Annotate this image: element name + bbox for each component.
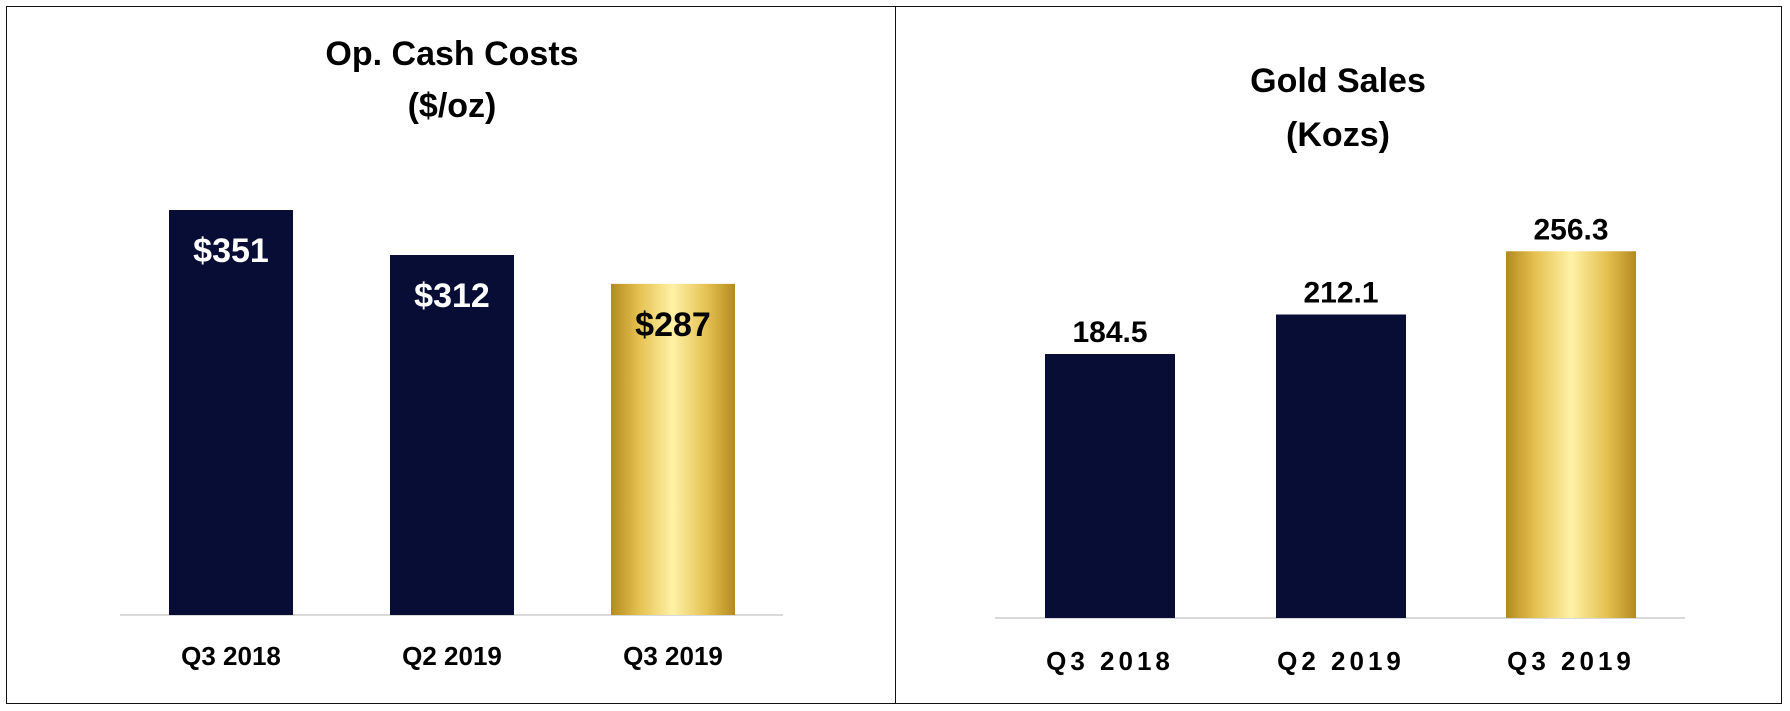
panel-divider xyxy=(895,6,896,704)
gold-sales-category-label: Q3 2019 xyxy=(1507,646,1635,676)
gold-sales-chart: Gold Sales (Kozs) 184.5 Q3 2018 212.1 Q2 2019… xyxy=(995,62,1685,676)
gold-sales-bar-q2-2019 xyxy=(1276,314,1406,618)
gold-sales-category-label: Q3 2018 xyxy=(1046,646,1174,676)
op-cash-costs-category-label: Q2 2019 xyxy=(402,641,502,671)
gold-sales-title-line-1: Gold Sales xyxy=(1250,62,1426,100)
gold-sales-value-label: 184.5 xyxy=(1072,316,1147,349)
op-cash-costs-chart: Op. Cash Costs ($/oz) $351 Q3 2018 $312 Q2 20… xyxy=(120,35,783,671)
op-cash-costs-bar-q3-2018 xyxy=(169,210,293,615)
op-cash-costs-title-line-1: Op. Cash Costs xyxy=(325,35,578,73)
gold-sales-bar-q3-2018 xyxy=(1045,354,1175,618)
gold-sales-category-label: Q2 2019 xyxy=(1277,646,1405,676)
op-cash-costs-category-label: Q3 2018 xyxy=(181,641,281,671)
gold-sales-bar-q3-2019 xyxy=(1506,251,1636,619)
op-cash-costs-value-label: $287 xyxy=(635,306,711,344)
op-cash-costs-value-label: $351 xyxy=(193,232,269,270)
gold-sales-title-line-2: (Kozs) xyxy=(1286,116,1390,154)
op-cash-costs-bar-q3-2019 xyxy=(611,283,735,615)
op-cash-costs-title-line-2: ($/oz) xyxy=(408,87,497,125)
op-cash-costs-value-label: $312 xyxy=(414,277,490,315)
op-cash-costs-bar-q2-2019 xyxy=(390,255,514,615)
figure-frame xyxy=(6,6,1782,704)
gold-sales-value-label: 212.1 xyxy=(1303,277,1378,310)
gold-sales-value-label: 256.3 xyxy=(1533,213,1608,246)
op-cash-costs-category-label: Q3 2019 xyxy=(623,641,723,671)
